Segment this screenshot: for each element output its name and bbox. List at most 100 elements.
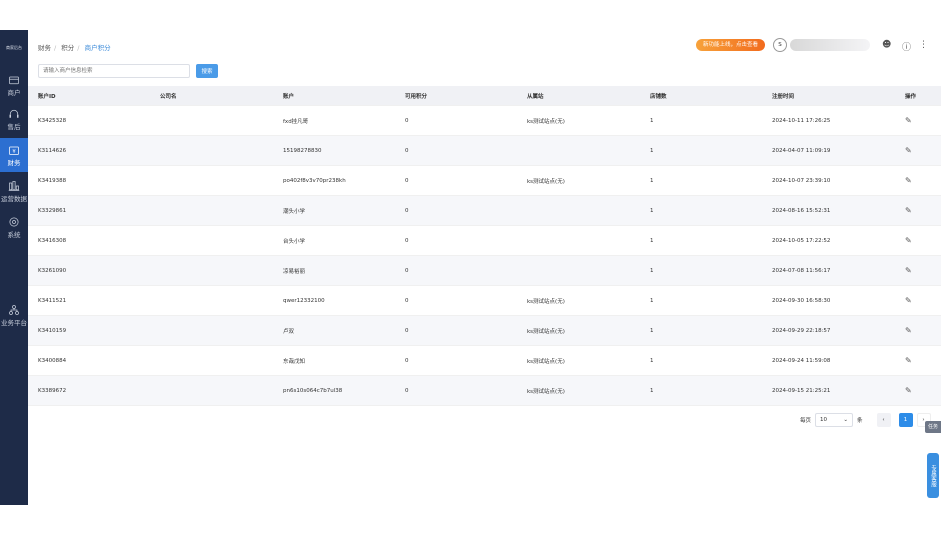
edit-icon[interactable]: ✎ xyxy=(905,296,912,305)
edit-icon[interactable]: ✎ xyxy=(905,206,912,215)
finance-icon: ¥ xyxy=(9,146,19,155)
table-cell: ks测试站点(无) xyxy=(527,358,565,365)
task-button[interactable]: 任务 xyxy=(925,421,941,433)
table-cell: 0 xyxy=(405,327,409,334)
table-cell: 2024-08-16 15:52:31 xyxy=(772,207,831,214)
table-cell: 1 xyxy=(650,357,654,364)
table-cell: po402f8v3v70pr238kh xyxy=(283,177,346,184)
avatar[interactable]: S xyxy=(773,38,787,52)
gear-icon xyxy=(9,217,19,226)
table-cell: 1 xyxy=(650,327,654,334)
table-header: 账户ID 公司名 账户 可用积分 从属站 店铺数 注册时间 操作 xyxy=(28,86,941,106)
column-header: 店铺数 xyxy=(650,93,667,100)
sidebar-item-label: 售后 xyxy=(7,122,21,131)
table-cell: 0 xyxy=(405,207,409,214)
sidebar-item-label: 商户 xyxy=(7,88,21,97)
more-icon[interactable]: ⋮ xyxy=(919,40,928,50)
edit-icon[interactable]: ✎ xyxy=(905,236,912,245)
chevron-down-icon: ⌄ xyxy=(843,417,849,423)
table-cell: 0 xyxy=(405,147,409,154)
table-cell: 2024-09-30 16:58:30 xyxy=(772,297,831,304)
table-cell: 潮头小学 xyxy=(283,208,306,215)
table-row: K3416308 台头小学 0 1 2024-10-05 17:22:52 ✎ xyxy=(28,226,941,256)
table-cell: K3425328 xyxy=(38,117,67,124)
sidebar-item[interactable]: 运营数据 xyxy=(0,174,28,208)
table-cell: 0 xyxy=(405,117,409,124)
table-cell: 卢双 xyxy=(283,328,295,335)
table-cell: K3411521 xyxy=(38,297,67,304)
app: 商家后台 商户 售后 ¥ 财务 运营数据 系统 业务平台 财务 / 积分 / 商户积分 新功能上… xyxy=(0,30,941,505)
search-input[interactable] xyxy=(38,64,190,78)
user-info[interactable] xyxy=(790,39,870,51)
logo: 商家后台 xyxy=(6,45,22,50)
column-header: 账户 xyxy=(283,93,295,100)
edit-icon[interactable]: ✎ xyxy=(905,326,912,335)
table-cell: fxd挂凡哥 xyxy=(283,118,309,125)
breadcrumb-item[interactable]: 积分 xyxy=(61,44,75,52)
sidebar-item[interactable]: ¥ 财务 xyxy=(0,138,28,172)
table-cell: 1 xyxy=(650,387,654,394)
table-cell: 2024-09-29 22:18:57 xyxy=(772,327,831,334)
table-cell: K3329861 xyxy=(38,207,67,214)
table-cell: K3410159 xyxy=(38,327,67,334)
sidebar-item[interactable]: 商户 xyxy=(0,68,28,102)
sidebar-item[interactable]: 业务平台 xyxy=(0,298,28,332)
store-icon xyxy=(9,76,19,84)
sidebar-item-label: 系统 xyxy=(7,230,21,239)
table-cell: ks测试站点(无) xyxy=(527,388,565,395)
edit-icon[interactable]: ✎ xyxy=(905,146,912,155)
table-cell: ks测试站点(无) xyxy=(527,178,565,185)
points-table: 账户ID 公司名 账户 可用积分 从属站 店铺数 注册时间 操作 K3425328 fxd挂凡哥 0… xyxy=(28,86,941,406)
table-row: K3400884 东哉戊知 0 ks测试站点(无) 1 2024-09-24 11:59:… xyxy=(28,346,941,376)
headset-icon xyxy=(9,109,19,118)
table-cell: qwer12332100 xyxy=(283,297,325,304)
table-cell: K3114626 xyxy=(38,147,67,154)
breadcrumb-current: 商户积分 xyxy=(84,44,111,52)
column-header: 公司名 xyxy=(160,93,177,100)
sidebar-item-label: 运营数据 xyxy=(1,194,27,203)
table-cell: 1 xyxy=(650,177,654,184)
table-cell: 凉易裕丽 xyxy=(283,268,306,275)
sidebar: 商家后台 商户售后 ¥ 财务运营数据系统业务平台 xyxy=(0,30,28,505)
promo-badge[interactable]: 新功能上线，点击查看 xyxy=(696,39,766,51)
edit-icon[interactable]: ✎ xyxy=(905,176,912,185)
sidebar-item[interactable]: 售后 xyxy=(0,102,28,136)
table-cell: K3389672 xyxy=(38,387,67,394)
edit-icon[interactable]: ✎ xyxy=(905,386,912,395)
edit-icon[interactable]: ✎ xyxy=(905,266,912,275)
table-cell: 15198278830 xyxy=(283,147,322,154)
column-header: 注册时间 xyxy=(772,93,795,100)
table-row: K3389672 pn6s10s064c7b7ul38 0 ks测试站点(无) 1 202… xyxy=(28,376,941,406)
page-1-button[interactable]: 1 xyxy=(898,413,913,427)
table-cell: 2024-10-07 23:39:10 xyxy=(772,177,831,184)
table-row: K3410159 卢双 0 ks测试站点(无) 1 2024-09-29 22:18:57… xyxy=(28,316,941,346)
table-cell: pn6s10s064c7b7ul38 xyxy=(283,387,343,394)
table-cell: 1 xyxy=(650,267,654,274)
prev-page-button[interactable]: ‹ xyxy=(876,413,891,427)
edit-icon[interactable]: ✎ xyxy=(905,116,912,125)
table-cell: ks测试站点(无) xyxy=(527,328,565,335)
page-size-select[interactable]: 10 ⌄ xyxy=(815,413,854,427)
table-cell: 0 xyxy=(405,387,409,394)
table-cell: K3416308 xyxy=(38,237,67,244)
breadcrumb-item[interactable]: 财务 xyxy=(38,44,51,52)
svg-text:¥: ¥ xyxy=(12,149,16,155)
table-cell: K3400884 xyxy=(38,357,67,364)
table-row: K3411521 qwer12332100 0 ks测试站点(无) 1 2024-09-3… xyxy=(28,286,941,316)
edit-icon[interactable]: ✎ xyxy=(905,356,912,365)
table-row: K3261090 凉易裕丽 0 1 2024-07-08 11:56:17 ✎ xyxy=(28,256,941,286)
sidebar-item[interactable]: 系统 xyxy=(0,210,28,244)
help-icon[interactable]: ⓘ xyxy=(902,43,912,53)
next-page-button[interactable]: › xyxy=(916,413,931,427)
table-row: K3425328 fxd挂凡哥 0 ks测试站点(无) 1 2024-10-11 17:2… xyxy=(28,106,941,136)
table-cell: 台头小学 xyxy=(283,238,306,245)
customer-service-button[interactable]: 专属客服 xyxy=(927,453,939,498)
table-cell: 0 xyxy=(405,267,409,274)
table-row: K3114626 15198278830 0 1 2024-04-07 11:09:19… xyxy=(28,136,941,166)
sidebar-item-label: 财务 xyxy=(7,158,21,167)
user-switch-icon[interactable]: ☻ xyxy=(882,40,892,50)
search-button[interactable]: 搜索 xyxy=(196,64,218,78)
table-row: K3329861 潮头小学 0 1 2024-08-16 15:52:31 ✎ xyxy=(28,196,941,226)
column-header: 操作 xyxy=(905,93,917,100)
table-cell: 2024-09-15 21:25:21 xyxy=(772,387,831,394)
